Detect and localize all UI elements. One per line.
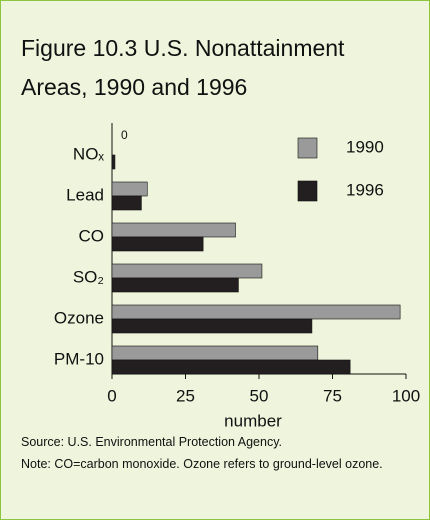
bar [111, 277, 239, 293]
legend-label: 1996 [346, 180, 384, 199]
bar [111, 154, 116, 170]
legend-swatch [297, 137, 318, 159]
bar [111, 318, 313, 334]
bar [111, 181, 148, 197]
y-tick-label: NOₓ [73, 144, 105, 163]
chart-title: Figure 10.3 U.S. Nonattainment [21, 35, 345, 61]
x-tick-label: 50 [250, 386, 269, 405]
legend-swatch [297, 180, 318, 202]
bar [111, 304, 401, 320]
x-tick-label: 100 [392, 386, 420, 405]
bar [111, 345, 319, 361]
bar [111, 222, 236, 238]
x-tick-label: 75 [323, 386, 342, 405]
bar [111, 195, 142, 211]
source: Source: U.S. Environmental Protection Ag… [21, 435, 283, 449]
x-axis-label: number [224, 411, 282, 430]
y-tick-label: Lead [66, 185, 104, 204]
note: Note: CO=carbon monoxide. Ozone refers t… [21, 457, 383, 471]
y-tick-label: PM-10 [54, 349, 104, 368]
chart-title: Areas, 1990 and 1996 [21, 74, 247, 100]
y-tick-label: CO [79, 226, 105, 245]
chart: Figure 10.3 U.S. Nonattainment Areas, 19… [21, 35, 420, 430]
data-label: 0 [121, 128, 128, 142]
y-tick-label: SO₂ [73, 267, 104, 286]
bar [111, 236, 204, 252]
footer: Source: U.S. Environmental Protection Ag… [21, 431, 401, 475]
bar [111, 263, 263, 279]
legend-label: 1990 [346, 137, 384, 156]
y-tick-label: Ozone [54, 308, 104, 327]
x-tick-label: 0 [107, 386, 116, 405]
bar [111, 359, 351, 375]
x-tick-label: 25 [176, 386, 195, 405]
